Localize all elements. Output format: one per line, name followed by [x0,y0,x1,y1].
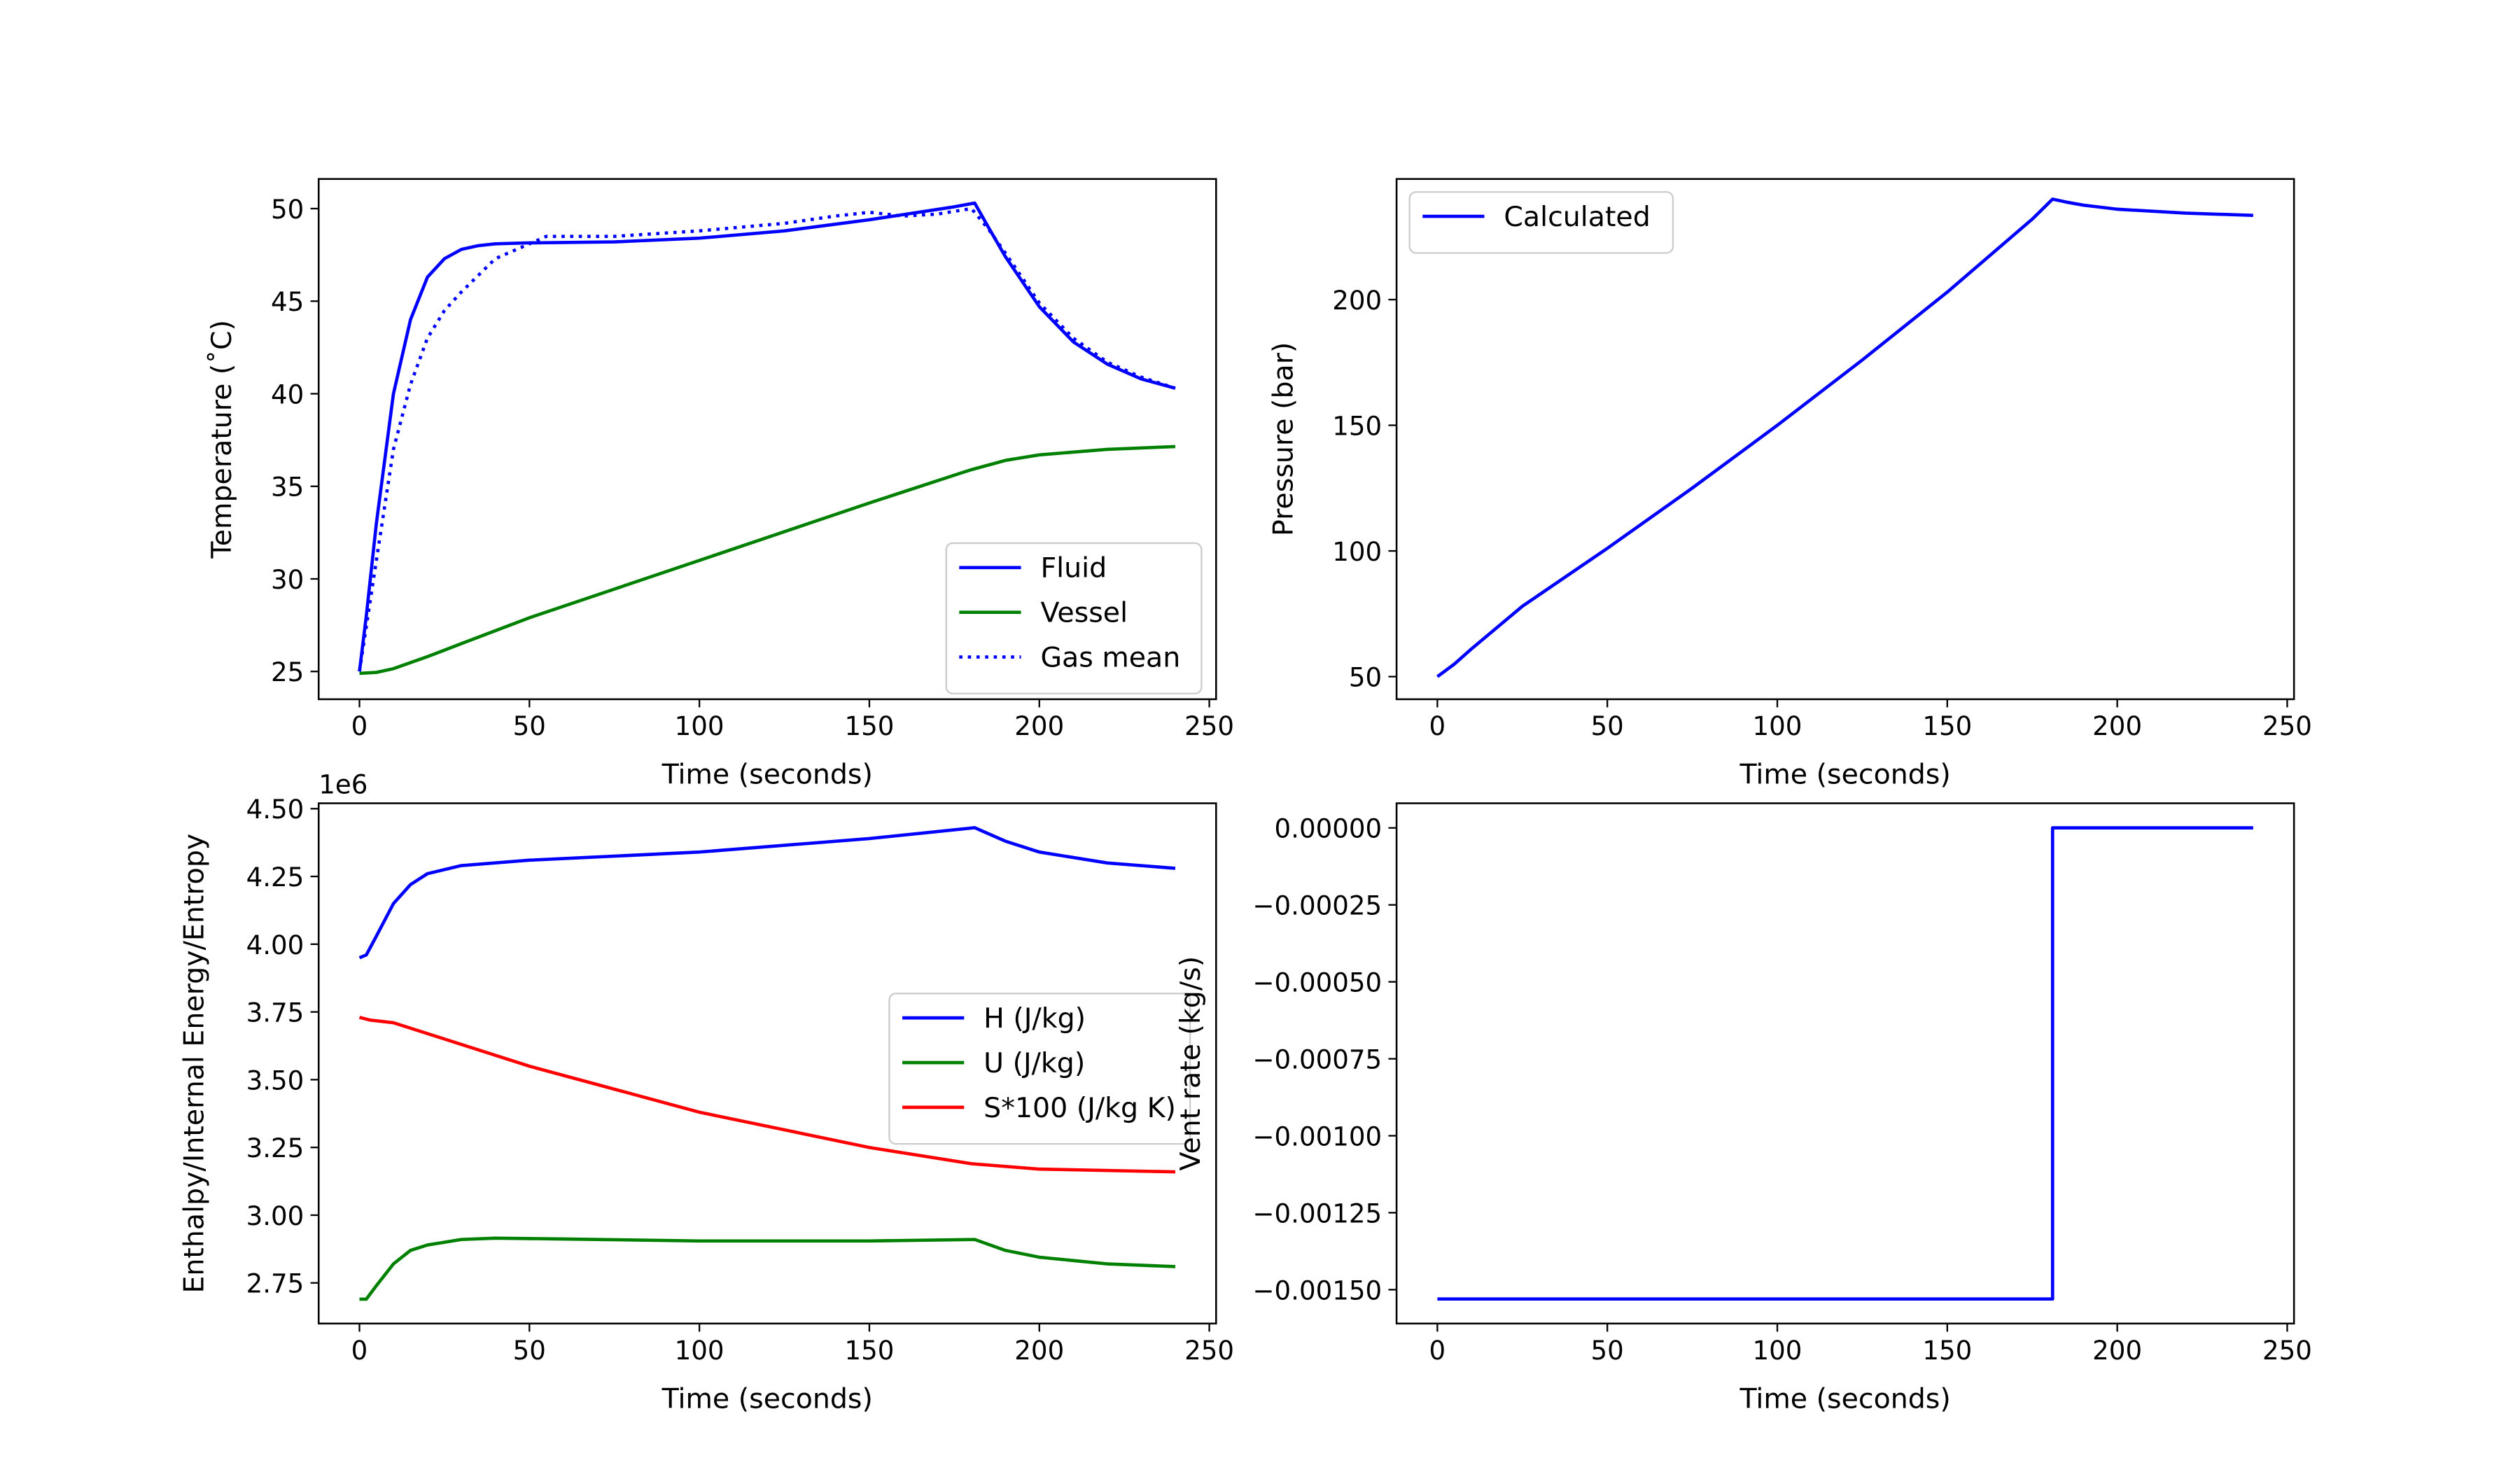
x-tick-label: 250 [2262,711,2312,741]
series-line-u-j-kg- [359,1236,1176,1301]
x-tick-label: 250 [1184,1336,1234,1366]
x-axis-label: Time (seconds) [662,759,873,791]
series-line-gas-mean [358,206,1176,672]
y-axis-label: Enthalpy/Internal Energy/Entropy [178,834,210,1294]
y-axis-label: Vent rate (kg/s) [1175,956,1207,1171]
y-tick-label: 40 [271,379,304,410]
y-axis-label: Pressure (bar) [1267,342,1299,536]
series-line-s-100-j-kg-k- [358,1016,1176,1174]
legend-frame [945,542,1203,694]
legend-label: U (J/kg) [983,1047,1085,1079]
y-axis-label: Temperature (˚C) [206,320,238,559]
y-tick-label: 3.50 [246,1065,304,1096]
y-tick-label: 25 [271,657,304,687]
legend-label: Calculated [1504,201,1650,233]
legend-label: S*100 (J/kg K) [983,1092,1176,1124]
axes-frame [317,802,1217,1325]
axes-frame [1395,178,2295,701]
x-tick-label: 50 [513,711,546,741]
y-tick-label: −0.00075 [1252,1045,1382,1075]
x-tick-label: 0 [1429,711,1446,741]
series-line-fluid [358,201,1176,672]
x-axis-label: Time (seconds) [1739,759,1950,791]
series-line-vent-rate [1437,826,2253,1301]
subplot-3: 0 50 100 150 200 250 2.75 3.00 3.25 3.50 3.75 4.00 4… [178,770,1234,1415]
y-tick-label: 3.75 [246,998,304,1028]
y-tick-label: 45 [271,287,304,317]
x-tick-label: 250 [1184,711,1234,741]
x-tick-label: 0 [351,711,368,741]
x-tick-label: 50 [1591,711,1624,741]
y-tick-label: −0.00050 [1252,968,1382,998]
y-tick-label: −0.00025 [1252,891,1382,921]
axes-frame [1395,802,2295,1325]
x-tick-label: 100 [675,1336,724,1366]
x-tick-label: 150 [844,1336,894,1366]
series-line-calculated [1436,197,2253,678]
x-tick-label: 0 [1429,1336,1446,1366]
series-line-h-j-kg- [358,826,1176,960]
legend: Fluid Vessel Gas mean [945,542,1203,694]
x-tick-label: 150 [1922,711,1972,741]
x-axis-label: Time (seconds) [662,1383,873,1415]
legend-label: H (J/kg) [983,1002,1086,1035]
y-tick-label: 50 [1349,663,1382,693]
offset-text: 1e6 [318,770,368,800]
subplot-2: 0 50 100 150 200 250 50 100 150 200 Time (seconds)… [1267,178,2312,791]
legend-label: Fluid [1040,552,1107,584]
y-tick-label: 4.25 [246,862,304,892]
legend: Calculated [1408,191,1674,254]
series-line-vessel [359,444,1176,676]
x-tick-label: 50 [1591,1336,1624,1366]
y-tick-label: 100 [1332,537,1382,567]
y-tick-label: 200 [1332,286,1382,316]
subplot-1: 0 50 100 150 200 250 25 30 35 40 45 50 Time (seconds… [206,178,1234,791]
subplot-4: 0 50 100 150 200 250 0.00000 −0.00025 −0.00050 −0… [1175,802,2312,1415]
y-tick-label: 4.50 [246,794,304,825]
x-tick-label: 150 [844,711,894,741]
y-tick-label: 150 [1332,411,1382,441]
x-tick-label: 200 [2092,711,2142,741]
x-tick-label: 200 [1014,1336,1064,1366]
x-tick-label: 150 [1922,1336,1972,1366]
x-tick-label: 200 [1014,711,1064,741]
y-tick-label: 35 [271,472,304,503]
x-tick-label: 200 [2092,1336,2142,1366]
y-tick-label: 4.00 [246,930,304,960]
x-tick-label: 100 [675,711,724,741]
x-axis-label: Time (seconds) [1739,1383,1950,1415]
axes-frame [317,178,1217,701]
legend: H (J/kg) U (J/kg) S*100 (J/kg K) [888,993,1191,1145]
x-tick-label: 100 [1753,711,1802,741]
y-tick-label: 2.75 [246,1269,304,1299]
y-tick-label: −0.00150 [1252,1275,1382,1306]
y-tick-label: 3.00 [246,1201,304,1231]
x-tick-label: 50 [513,1336,546,1366]
legend-frame [1408,191,1674,254]
y-tick-label: 30 [271,565,304,595]
y-tick-label: 50 [271,195,304,225]
x-tick-label: 100 [1753,1336,1802,1366]
x-tick-label: 0 [351,1336,368,1366]
y-tick-label: −0.00125 [1252,1198,1382,1228]
legend-label: Vessel [1040,597,1128,629]
y-tick-label: 0.00000 [1275,814,1382,844]
legend-label: Gas mean [1040,641,1180,673]
y-tick-label: 3.25 [246,1133,304,1163]
x-tick-label: 250 [2262,1336,2312,1366]
y-tick-label: −0.00100 [1252,1121,1382,1152]
legend-frame [888,993,1191,1145]
